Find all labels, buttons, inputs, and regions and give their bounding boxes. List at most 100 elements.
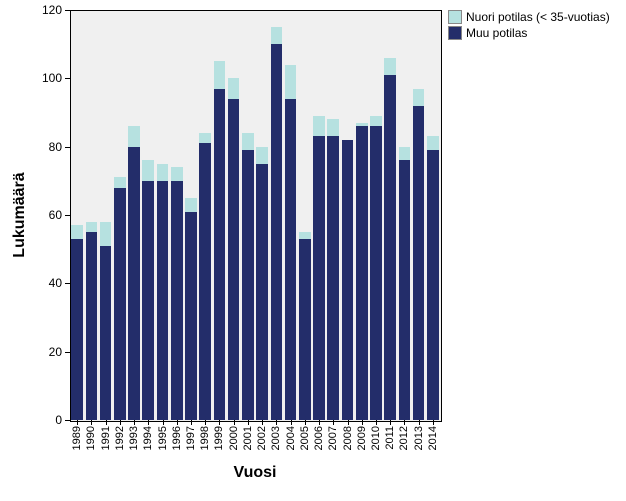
bar-muu: [271, 44, 283, 420]
x-tick-label: 2004: [285, 426, 297, 450]
x-tick-mark: [333, 420, 334, 425]
y-tick-mark: [65, 78, 70, 79]
x-tick-mark: [234, 420, 235, 425]
bar-nuori: [100, 222, 112, 246]
bar-muu: [157, 181, 169, 420]
bar-muu: [413, 106, 425, 420]
y-tick-mark: [65, 215, 70, 216]
bar-nuori: [199, 133, 211, 143]
x-tick-label: 1989: [71, 426, 83, 450]
x-tick-label: 1990: [85, 426, 97, 450]
x-tick-label: 1999: [213, 426, 225, 450]
x-tick-label: 2011: [384, 426, 396, 450]
x-tick-mark: [177, 420, 178, 425]
bar-muu: [86, 232, 98, 420]
x-tick-mark: [376, 420, 377, 425]
bar-nuori: [413, 89, 425, 106]
x-tick-label: 2008: [342, 426, 354, 450]
x-tick-label: 1992: [114, 426, 126, 450]
bar-nuori: [128, 126, 140, 147]
y-tick-label: 20: [49, 345, 66, 359]
x-tick-label: 1998: [199, 426, 211, 450]
bar-muu: [370, 126, 382, 420]
x-tick-label: 2005: [299, 426, 311, 450]
bar-nuori: [427, 136, 439, 150]
x-tick-label: 2002: [256, 426, 268, 450]
bar-nuori: [399, 147, 411, 161]
y-tick-label: 60: [49, 208, 66, 222]
x-tick-label: 2006: [313, 426, 325, 450]
bar-nuori: [86, 222, 98, 232]
x-tick-mark: [134, 420, 135, 425]
bar-nuori: [142, 160, 154, 181]
bar-nuori: [299, 232, 311, 239]
bar-muu: [242, 150, 254, 420]
bar-muu: [128, 147, 140, 420]
x-tick-mark: [348, 420, 349, 425]
x-tick-mark: [291, 420, 292, 425]
bar-nuori: [285, 65, 297, 99]
x-tick-mark: [305, 420, 306, 425]
legend-swatch: [448, 10, 462, 24]
legend-label: Muu potilas: [466, 26, 527, 40]
bar-muu: [171, 181, 183, 420]
x-tick-mark: [148, 420, 149, 425]
bar-muu: [384, 75, 396, 420]
bar-muu: [342, 140, 354, 420]
x-tick-label: 2012: [398, 426, 410, 450]
bar-nuori: [71, 225, 83, 239]
bar-muu: [427, 150, 439, 420]
y-tick-mark: [65, 420, 70, 421]
bar-muu: [285, 99, 297, 420]
x-tick-label: 1993: [128, 426, 140, 450]
x-tick-mark: [319, 420, 320, 425]
x-tick-mark: [191, 420, 192, 425]
bar-muu: [313, 136, 325, 420]
x-tick-label: 2014: [427, 426, 439, 450]
legend-row: Muu potilas: [448, 26, 610, 40]
chart-figure: Lukumäärä Vuosi Nuori potilas (< 35-vuot…: [0, 0, 626, 501]
x-tick-label: 1994: [142, 426, 154, 450]
bar-nuori: [185, 198, 197, 212]
bar-muu: [71, 239, 83, 420]
legend: Nuori potilas (< 35-vuotias) Muu potilas: [448, 10, 610, 42]
bar-nuori: [370, 116, 382, 126]
x-tick-label: 2000: [228, 426, 240, 450]
bar-muu: [199, 143, 211, 420]
x-tick-mark: [106, 420, 107, 425]
x-tick-label: 1991: [100, 426, 112, 450]
x-tick-mark: [390, 420, 391, 425]
bar-muu: [142, 181, 154, 420]
y-tick-label: 100: [42, 71, 66, 85]
legend-label: Nuori potilas (< 35-vuotias): [466, 10, 610, 24]
x-tick-mark: [276, 420, 277, 425]
y-tick-mark: [65, 147, 70, 148]
bar-nuori: [171, 167, 183, 181]
legend-swatch: [448, 26, 462, 40]
x-axis-title: Vuosi: [234, 464, 277, 482]
bar-muu: [114, 188, 126, 420]
x-tick-label: 2013: [413, 426, 425, 450]
bar-nuori: [271, 27, 283, 44]
bar-muu: [299, 239, 311, 420]
x-tick-label: 2007: [327, 426, 339, 450]
x-tick-mark: [91, 420, 92, 425]
x-tick-mark: [120, 420, 121, 425]
x-tick-mark: [419, 420, 420, 425]
bar-muu: [356, 126, 368, 420]
x-tick-mark: [219, 420, 220, 425]
bar-muu: [399, 160, 411, 420]
x-tick-label: 2009: [356, 426, 368, 450]
bar-nuori: [256, 147, 268, 164]
bar-nuori: [228, 78, 240, 99]
bar-muu: [100, 246, 112, 420]
bar-nuori: [327, 119, 339, 136]
bar-muu: [327, 136, 339, 420]
y-tick-mark: [65, 283, 70, 284]
bar-nuori: [356, 123, 368, 126]
bar-muu: [228, 99, 240, 420]
x-tick-mark: [433, 420, 434, 425]
x-tick-mark: [362, 420, 363, 425]
y-tick-label: 120: [42, 3, 66, 17]
x-tick-mark: [248, 420, 249, 425]
